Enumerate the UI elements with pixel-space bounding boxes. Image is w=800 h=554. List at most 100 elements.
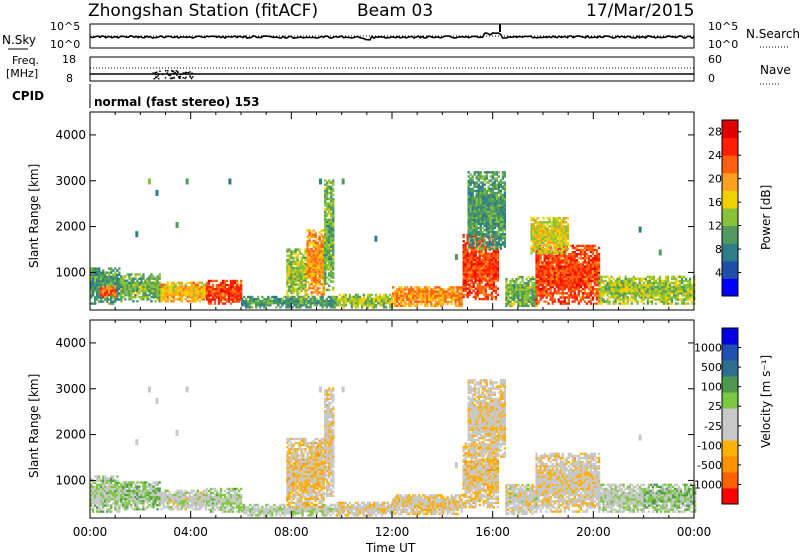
data-cell — [538, 231, 541, 234]
data-cell — [454, 296, 457, 299]
data-cell — [326, 191, 329, 195]
data-cell — [467, 226, 470, 230]
data-cell — [450, 294, 453, 297]
data-cell — [499, 197, 502, 201]
data-cell — [176, 294, 179, 297]
data-cell — [462, 250, 465, 253]
data-cell — [544, 227, 547, 230]
data-cell — [328, 208, 331, 211]
data-cell — [202, 283, 205, 286]
data-cell — [150, 287, 153, 291]
data-cell — [562, 221, 565, 224]
data-cell — [490, 256, 493, 259]
data-cell — [98, 288, 101, 291]
data-cell — [562, 237, 565, 240]
data-cell — [312, 250, 315, 253]
data-cell — [579, 255, 582, 258]
data-cell — [104, 275, 107, 278]
data-cell — [490, 266, 493, 270]
nave-dot — [179, 77, 181, 79]
data-cell — [290, 277, 293, 280]
data-cell — [146, 289, 149, 293]
data-cell — [392, 294, 395, 297]
data-cell — [482, 266, 485, 270]
data-cell — [152, 294, 155, 297]
data-cell — [467, 200, 470, 203]
data-cell — [556, 231, 559, 234]
data-cell — [495, 204, 498, 207]
data-cell — [497, 204, 500, 207]
data-cell — [102, 289, 105, 292]
data-cell — [213, 288, 217, 291]
data-cell — [532, 223, 535, 226]
data-cell — [396, 300, 399, 303]
data-cell — [296, 258, 299, 262]
data-cell — [469, 214, 472, 217]
data-cell — [215, 296, 219, 299]
data-cell — [358, 299, 362, 303]
data-cell — [468, 273, 471, 276]
data-cell — [511, 294, 514, 297]
data-cell — [146, 283, 149, 286]
data-cell — [493, 202, 496, 205]
data-cell — [240, 279, 243, 283]
data-cell — [434, 296, 437, 299]
data-cell — [491, 218, 494, 221]
data-cell — [650, 302, 653, 305]
data-cell — [487, 212, 490, 215]
data-cell — [422, 300, 425, 303]
data-cell — [538, 250, 541, 253]
data-cell — [484, 260, 487, 264]
data-cell — [589, 294, 593, 297]
data-cell — [549, 290, 552, 293]
data-cell — [330, 216, 333, 219]
data-cell — [387, 302, 390, 305]
data-cell — [537, 265, 540, 268]
data-cell — [368, 304, 372, 307]
data-cell — [370, 306, 374, 309]
data-cell — [569, 255, 572, 258]
data-cell — [326, 288, 329, 292]
data-cell — [332, 233, 335, 236]
data-cell — [485, 245, 488, 248]
data-cell — [487, 247, 490, 250]
data-cell — [324, 235, 327, 238]
data-cell — [90, 302, 93, 305]
data-cell — [325, 304, 328, 307]
data-cell — [108, 302, 111, 305]
data-cell — [541, 277, 544, 281]
data-cell — [322, 287, 325, 290]
data-cell — [543, 294, 546, 297]
data-cell — [322, 256, 325, 259]
data-cell — [290, 281, 293, 284]
data-cell — [492, 277, 495, 280]
data-cell — [180, 289, 183, 293]
data-cell — [479, 235, 482, 238]
data-cell — [608, 292, 611, 295]
data-cell — [293, 304, 296, 307]
data-cell — [664, 296, 668, 299]
data-cell — [646, 279, 649, 283]
data-cell — [296, 287, 299, 290]
data-cell — [106, 275, 109, 278]
data-cell — [554, 243, 557, 247]
data-cell — [344, 293, 347, 297]
data-cell — [648, 275, 651, 278]
data-cell — [398, 298, 401, 301]
data-cell — [536, 237, 539, 240]
data-cell — [564, 227, 567, 230]
data-cell — [559, 296, 562, 299]
data-cell — [571, 273, 574, 276]
data-cell — [322, 285, 325, 288]
data-cell — [298, 248, 301, 251]
data-cell — [326, 212, 329, 215]
data-cell — [251, 302, 254, 305]
data-cell — [326, 187, 329, 190]
data-cell — [494, 269, 497, 272]
data-cell — [298, 285, 301, 288]
data-cell — [610, 285, 613, 289]
data-cell — [462, 287, 465, 290]
data-cell — [322, 239, 325, 242]
data-cell — [551, 298, 554, 301]
data-cell — [493, 214, 496, 217]
